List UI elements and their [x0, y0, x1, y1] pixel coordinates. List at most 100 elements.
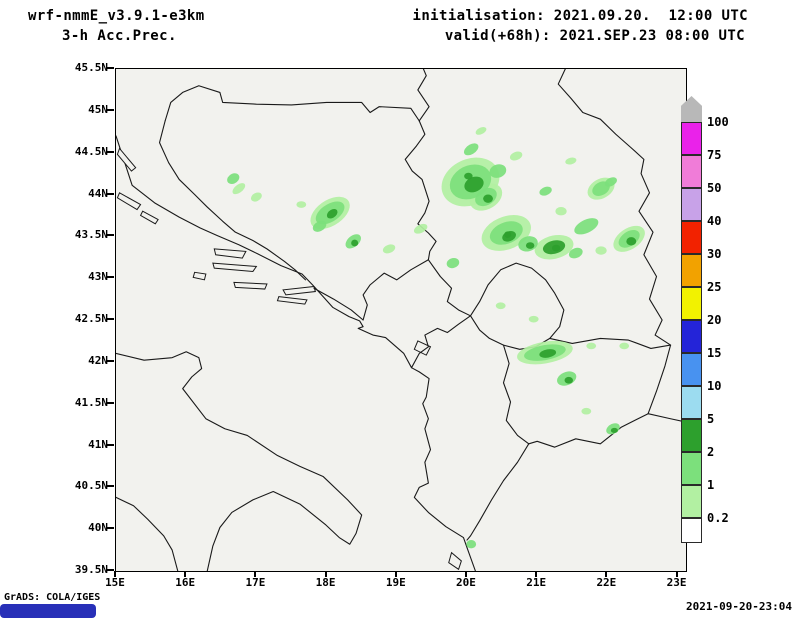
precip-patch [610, 427, 618, 433]
lat-tick-mark [107, 359, 114, 362]
island-pag [117, 148, 135, 171]
legend-overflow-arrow [681, 96, 702, 122]
border-bosnia-serbia-drina [405, 121, 436, 260]
lat-tick-mark [107, 67, 114, 69]
model-title: wrf-nmmE_v3.9.1-e3km [28, 8, 205, 24]
legend-level-label: 1 [707, 478, 715, 492]
legend-level-label: 50 [707, 181, 722, 195]
island-hvar [213, 263, 257, 271]
precip-patch [555, 207, 567, 216]
valid-time-label: valid(+68h): 2021.SEP.23 08:00 UTC [444, 28, 745, 44]
lon-tick-label: 16E [175, 576, 196, 589]
precip-patch [551, 244, 561, 252]
precip-patch [564, 376, 573, 384]
lat-tick-label: 45.5N [74, 61, 108, 74]
lon-tick-label: 22E [596, 576, 617, 589]
precip-patch [464, 176, 484, 193]
lon-tick-mark [535, 571, 538, 577]
legend-level-label: 40 [707, 214, 722, 228]
legend-box [681, 353, 702, 386]
legend-box [681, 485, 702, 518]
init-time-label: initialisation: 2021.09.20. 12:00 UTC [412, 8, 748, 24]
lat-tick-mark [107, 485, 114, 488]
legend-box [681, 221, 702, 254]
border-kosovo-outline [470, 263, 563, 349]
legend-box [681, 419, 702, 452]
border-serbia-montenegro [428, 260, 470, 316]
precip-patch [586, 342, 597, 350]
precip-patch [539, 186, 552, 196]
precip-patch [463, 143, 479, 156]
border-bulgaria-greece [648, 414, 686, 422]
grads-logo-bar [0, 604, 96, 618]
lon-tick-mark [675, 571, 678, 577]
legend-level-label: 2 [707, 445, 715, 459]
lat-tick-label: 43N [88, 270, 108, 284]
border-croatia-serbia-danube [418, 69, 429, 121]
lon-tick-label: 19E [385, 576, 406, 589]
legend-box [681, 188, 702, 221]
lon-tick-mark [254, 571, 257, 577]
border-croatia-bosnia-south [160, 121, 306, 280]
lon-tick-mark [605, 571, 608, 577]
lat-tick-mark [107, 527, 114, 530]
legend-level-label: 0.2 [707, 511, 729, 525]
legend-box [681, 452, 702, 485]
precip-patch [568, 247, 583, 259]
precip-patch [250, 192, 262, 202]
island-corfu [449, 553, 462, 570]
lat-tick-mark [107, 108, 114, 111]
coastline-italy-adriatic [116, 352, 362, 571]
precip-patch [382, 244, 396, 254]
legend-box [681, 320, 702, 353]
lon-tick-label: 21E [526, 576, 547, 589]
lat-tick-mark [107, 443, 114, 446]
lat-tick-label: 41.5N [74, 395, 108, 409]
precip-patch [619, 342, 630, 350]
precip-patch [296, 201, 307, 208]
lat-tick-label: 42N [88, 353, 108, 367]
lon-tick-label: 18E [315, 576, 336, 589]
lat-tick-mark [107, 150, 114, 153]
precip-patch [232, 183, 246, 195]
lon-tick-label: 17E [245, 576, 266, 589]
legend-level-label: 10 [707, 379, 722, 393]
precip-patch [413, 223, 428, 234]
legend-level-label: 100 [707, 115, 729, 129]
precip-patch [227, 173, 240, 184]
precip-patch [581, 407, 592, 415]
map-canvas [116, 69, 686, 571]
island-brac [214, 249, 246, 258]
legend-box [681, 254, 702, 287]
lon-tick-mark [184, 571, 187, 577]
border-macedonia-bulgaria [648, 345, 670, 414]
lat-tick-label: 45N [88, 102, 108, 116]
precip-patch [574, 218, 599, 235]
lat-tick-label: 43.5N [74, 228, 108, 242]
precipitation-layer [227, 127, 645, 549]
border-serbia-bulgaria-romania [558, 69, 670, 345]
precip-patch [504, 231, 512, 239]
legend-box [681, 155, 702, 188]
lat-tick-mark [107, 569, 114, 571]
legend-level-label: 30 [707, 247, 722, 261]
border-macedonia-greece [529, 414, 648, 447]
legend-level-label: 75 [707, 148, 722, 162]
precip-patch [604, 177, 617, 187]
coastline-italy-tyrrhenian [116, 497, 178, 571]
precip-patch [483, 194, 493, 203]
legend-level-label: 5 [707, 412, 715, 426]
island-korcula [234, 282, 267, 289]
precip-patch [626, 237, 637, 246]
island-dugi-otok [117, 193, 140, 210]
precip-patch [326, 209, 338, 219]
lake-skadar [414, 341, 430, 355]
precip-patch [351, 239, 359, 247]
grads-credit: GrADS: COLA/IGES [4, 592, 101, 603]
legend-box [681, 122, 702, 155]
lon-tick-label: 15E [105, 576, 125, 589]
border-montenegro-albania [412, 316, 471, 368]
precip-patch [509, 151, 523, 161]
border-albania-macedonia [503, 345, 528, 444]
